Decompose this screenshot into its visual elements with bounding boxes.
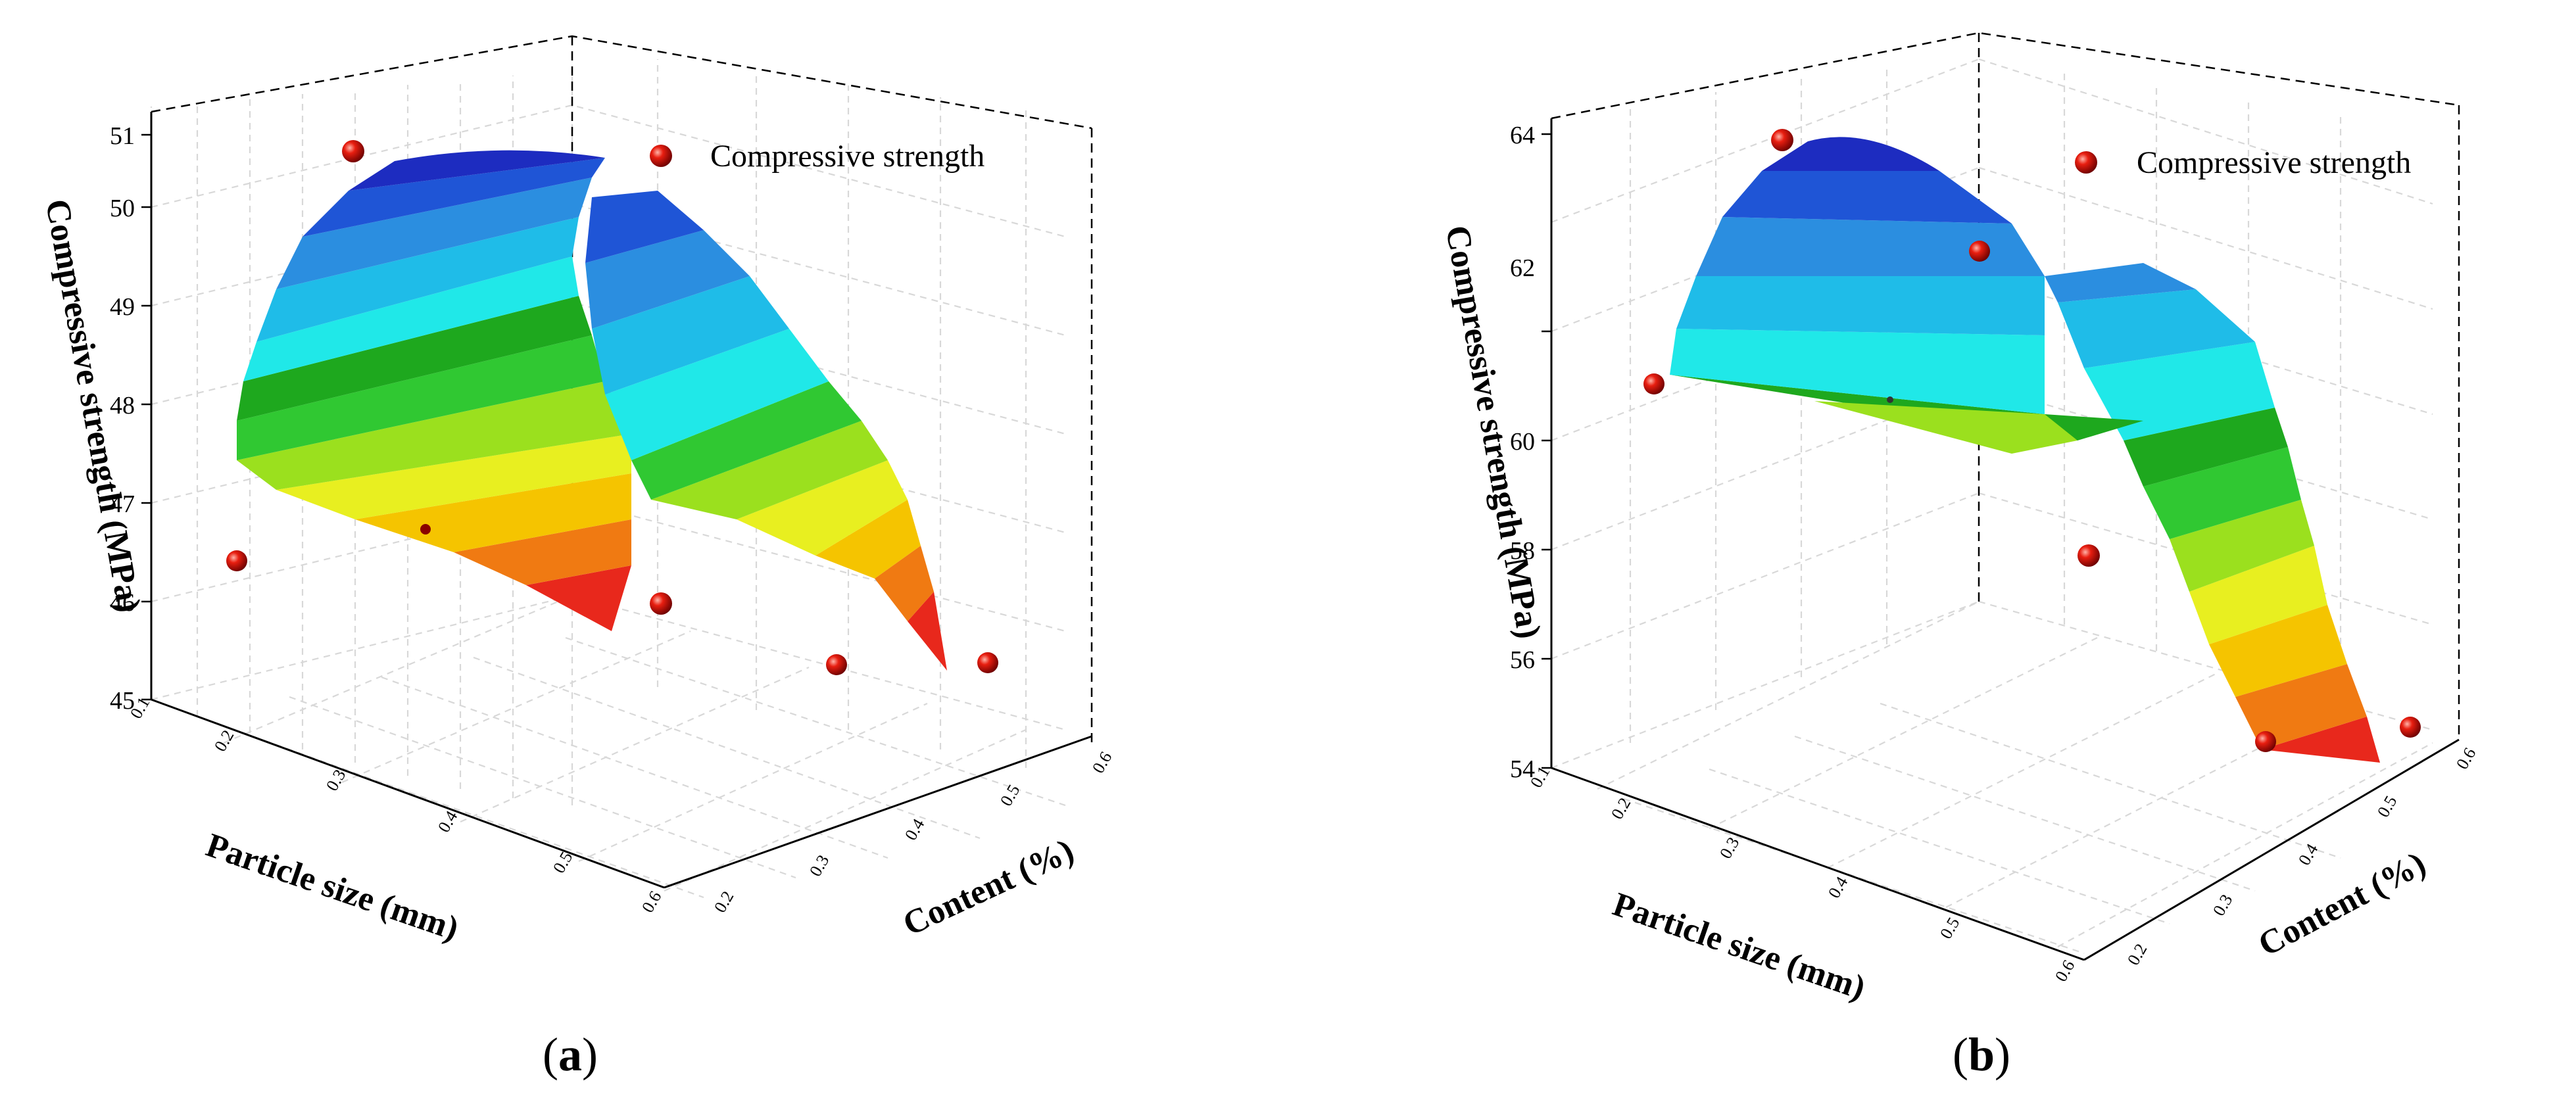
a-y-tick-label: 0.3 — [806, 851, 833, 880]
b-z-tick-label: 56 — [1510, 646, 1535, 674]
a-data-point — [650, 592, 672, 615]
b-z-tick-label: 62 — [1510, 254, 1535, 282]
b-z-tick-label: 54 — [1510, 755, 1535, 783]
a-data-point — [342, 140, 364, 162]
chart-b-z-ticks: 54 56 58 60 62 64 — [1510, 122, 1551, 783]
b-z-tick-label: 60 — [1510, 428, 1535, 456]
b-x-tick-label: 0.2 — [1607, 794, 1634, 822]
a-z-tick-label: 48 — [110, 392, 135, 419]
a-y-axis-title: Content (%) — [898, 832, 1080, 943]
a-data-point — [826, 654, 847, 675]
a-data-point — [226, 550, 247, 571]
a-z-tick-label: 50 — [110, 195, 135, 222]
b-z-tick-label: 64 — [1510, 122, 1535, 149]
chart-a-svg: 45 46 47 48 49 50 51 0.1 0.2 0.3 0.4 0.5… — [38, 35, 1115, 948]
a-x-tick-label: 0.5 — [549, 848, 576, 876]
b-y-tick-label: 0.6 — [2452, 744, 2479, 773]
a-legend-marker — [650, 145, 672, 167]
a-y-tick-label: 0.2 — [710, 888, 737, 916]
b-y-tick-label: 0.3 — [2209, 891, 2236, 919]
chart-b-axes — [1550, 118, 2460, 961]
a-x-axis-title: Particle size (mm) — [201, 826, 463, 948]
b-y-tick-label: 0.2 — [2124, 940, 2151, 968]
a-z-tick-label: 45 — [110, 687, 135, 715]
chart-a-y-ticks: 0.2 0.3 0.4 0.5 0.6 — [710, 748, 1115, 916]
chart-b-points — [1643, 129, 2421, 752]
b-legend-marker — [2075, 151, 2097, 174]
b-data-point — [1969, 241, 1990, 262]
a-x-tick-label: 0.6 — [638, 888, 665, 916]
a-legend-label: Compressive strength — [710, 139, 984, 174]
chart-a-z-ticks: 45 46 47 48 49 50 51 — [110, 122, 151, 715]
b-z-tick-label: 58 — [1510, 537, 1535, 565]
chart-a-points — [226, 140, 998, 675]
a-data-point — [977, 652, 998, 673]
b-data-point — [1771, 129, 1793, 151]
b-x-axis-title: Particle size (mm) — [1608, 886, 1870, 1007]
b-legend-label: Compressive strength — [2137, 145, 2411, 180]
b-data-point — [2255, 731, 2276, 752]
chart-b-legend: Compressive strength — [2075, 145, 2411, 180]
chart-a-x-ticks: 0.1 0.2 0.3 0.4 0.5 0.6 — [126, 694, 665, 916]
panel-label-a: (a) — [543, 1028, 598, 1081]
b-data-point — [1887, 396, 1893, 403]
a-y-tick-label: 0.4 — [901, 815, 928, 844]
a-z-tick-label: 46 — [110, 589, 135, 617]
b-data-point — [2400, 717, 2421, 738]
a-data-point — [420, 524, 431, 535]
chart-panel-b: 54 56 58 60 62 64 0.1 0.2 0.3 0.4 0.5 0.… — [1288, 0, 2576, 1094]
b-y-tick-label: 0.5 — [2373, 792, 2400, 821]
chart-b-frame — [1551, 32, 2460, 740]
b-data-point — [2078, 544, 2100, 567]
a-z-tick-label: 51 — [110, 122, 135, 150]
a-z-tick-label: 47 — [110, 490, 135, 518]
chart-panel-a: 45 46 47 48 49 50 51 0.1 0.2 0.3 0.4 0.5… — [38, 35, 1115, 1081]
a-x-tick-label: 0.2 — [210, 726, 237, 755]
b-x-tick-label: 0.6 — [2051, 957, 2078, 985]
b-x-tick-label: 0.4 — [1824, 873, 1851, 901]
panel-label-b: (b) — [1953, 1028, 2011, 1081]
chart-a-surface — [237, 150, 947, 671]
chart-b-svg: 54 56 58 60 62 64 0.1 0.2 0.3 0.4 0.5 0.… — [1438, 32, 2479, 1007]
b-y-axis-title: Content (%) — [2252, 845, 2432, 964]
chart-b-surface — [1670, 137, 2380, 763]
a-z-tick-label: 49 — [110, 293, 135, 321]
a-y-tick-label: 0.5 — [996, 781, 1023, 809]
b-x-tick-label: 0.5 — [1936, 914, 1963, 942]
a-y-tick-label: 0.6 — [1088, 748, 1115, 776]
b-data-point — [1643, 373, 1665, 394]
chart-a-legend: Compressive strength — [650, 139, 984, 174]
